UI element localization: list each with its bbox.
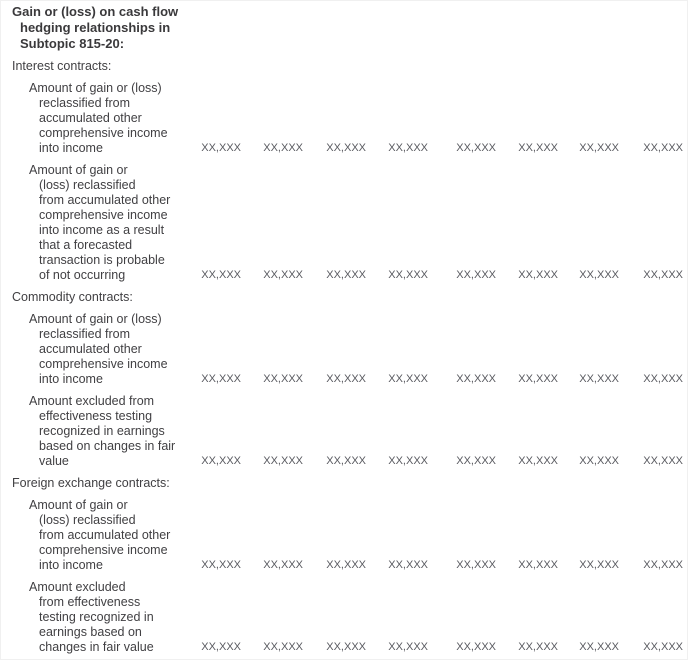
value-cell: XX,XXX bbox=[201, 455, 241, 467]
value-cell: XX,XXX bbox=[201, 559, 241, 571]
value-cell: XX,XXX bbox=[579, 559, 619, 571]
value-cell: XX,XXX bbox=[518, 559, 558, 571]
value-cell: XX,XXX bbox=[579, 455, 619, 467]
value-cell: XX,XXX bbox=[201, 373, 241, 385]
value-cell: XX,XXX bbox=[579, 269, 619, 281]
value-cell: XX,XXX bbox=[579, 142, 619, 154]
row-label: Amount excluded from effectiveness testi… bbox=[29, 394, 176, 468]
value-cell: XX,XXX bbox=[201, 142, 241, 154]
value-cell: XX,XXX bbox=[456, 142, 496, 154]
value-cell: XX,XXX bbox=[201, 641, 241, 653]
value-cell: XX,XXX bbox=[579, 373, 619, 385]
table-row: Amount excluded from effectiveness testi… bbox=[1, 394, 687, 469]
value-cell: XX,XXX bbox=[456, 455, 496, 467]
row-label: Amount excluded from effectiveness testi… bbox=[29, 580, 154, 654]
row-label: Amount of gain or (loss) reclassified fr… bbox=[29, 312, 168, 386]
table-row: Amount of gain or (loss) reclassified fr… bbox=[1, 312, 687, 387]
value-cell: XX,XXX bbox=[326, 373, 366, 385]
section-label: Foreign exchange contracts: bbox=[12, 476, 170, 490]
table-row: Amount excluded from effectiveness testi… bbox=[1, 580, 687, 655]
value-cell: XX,XXX bbox=[456, 269, 496, 281]
value-cell: XX,XXX bbox=[388, 373, 428, 385]
value-cell: XX,XXX bbox=[326, 455, 366, 467]
section-label: Commodity contracts: bbox=[12, 290, 133, 304]
value-cell: XX,XXX bbox=[263, 373, 303, 385]
table-row: Amount of gain or (loss) reclassified fr… bbox=[1, 81, 687, 156]
value-cell: XX,XXX bbox=[518, 641, 558, 653]
value-cell: XX,XXX bbox=[263, 142, 303, 154]
table-body: Interest contracts: Amount of gain or (lo… bbox=[1, 59, 687, 655]
value-cell: XX,XXX bbox=[643, 269, 683, 281]
value-cell: XX,XXX bbox=[643, 455, 683, 467]
row-label: Amount of gain or (loss) reclassified fr… bbox=[29, 498, 171, 572]
value-cell: XX,XXX bbox=[263, 641, 303, 653]
section-label: Interest contracts: bbox=[12, 59, 112, 73]
table-row: Amount of gain or (loss) reclassified fr… bbox=[1, 498, 687, 573]
value-cell: XX,XXX bbox=[643, 142, 683, 154]
value-cell: XX,XXX bbox=[388, 455, 428, 467]
value-cell: XX,XXX bbox=[643, 373, 683, 385]
value-cell: XX,XXX bbox=[263, 269, 303, 281]
value-cell: XX,XXX bbox=[388, 641, 428, 653]
value-cell: XX,XXX bbox=[643, 559, 683, 571]
value-cell: XX,XXX bbox=[388, 269, 428, 281]
value-cell: XX,XXX bbox=[518, 455, 558, 467]
value-cell: XX,XXX bbox=[518, 373, 558, 385]
table-heading: Gain or (loss) on cash flow hedging rela… bbox=[12, 4, 179, 51]
value-cell: XX,XXX bbox=[579, 641, 619, 653]
value-cell: XX,XXX bbox=[388, 142, 428, 154]
value-cell: XX,XXX bbox=[456, 373, 496, 385]
value-cell: XX,XXX bbox=[326, 641, 366, 653]
value-cell: XX,XXX bbox=[456, 559, 496, 571]
value-cell: XX,XXX bbox=[456, 641, 496, 653]
value-cell: XX,XXX bbox=[643, 641, 683, 653]
table-row: Amount of gain or (loss) reclassified fr… bbox=[1, 163, 687, 283]
value-cell: XX,XXX bbox=[326, 269, 366, 281]
value-cell: XX,XXX bbox=[388, 559, 428, 571]
value-cell: XX,XXX bbox=[263, 455, 303, 467]
row-label: Amount of gain or (loss) reclassified fr… bbox=[29, 163, 171, 282]
value-cell: XX,XXX bbox=[263, 559, 303, 571]
value-cell: XX,XXX bbox=[326, 142, 366, 154]
value-cell: XX,XXX bbox=[518, 269, 558, 281]
value-cell: XX,XXX bbox=[518, 142, 558, 154]
value-cell: XX,XXX bbox=[201, 269, 241, 281]
value-cell: XX,XXX bbox=[326, 559, 366, 571]
row-label: Amount of gain or (loss) reclassified fr… bbox=[29, 81, 168, 155]
